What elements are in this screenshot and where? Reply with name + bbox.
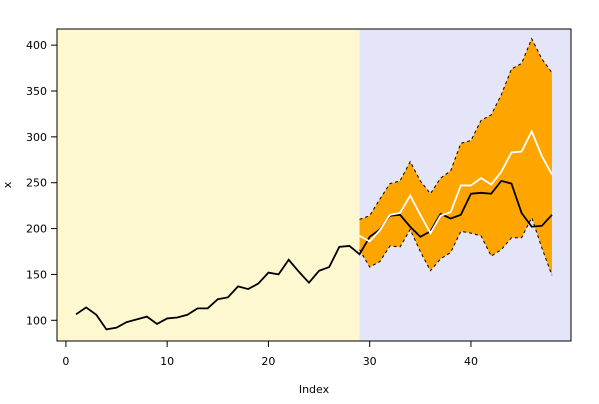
y-tick-label: 400	[26, 39, 47, 52]
x-tick-label: 0	[62, 355, 69, 368]
y-tick-label: 350	[26, 85, 47, 98]
y-tick-label: 100	[26, 314, 47, 327]
shade-history	[57, 29, 360, 341]
plot-frame	[56, 28, 572, 342]
interval-band	[359, 38, 552, 276]
y-tick-label: 200	[26, 223, 47, 236]
upper-line	[359, 37, 553, 220]
y-axis-label: x	[1, 181, 14, 188]
y-tick-label: 250	[26, 177, 47, 190]
y-tick-label: 300	[26, 131, 47, 144]
x-tick-label: 10	[160, 355, 174, 368]
x-tick-label: 40	[464, 355, 478, 368]
x-tick-label: 20	[261, 355, 275, 368]
y-tick-label: 150	[26, 268, 47, 281]
actual-line	[75, 179, 553, 331]
x-axis-label: Index	[299, 383, 330, 396]
x-tick-label: 30	[363, 355, 377, 368]
forecast-line	[359, 129, 553, 243]
